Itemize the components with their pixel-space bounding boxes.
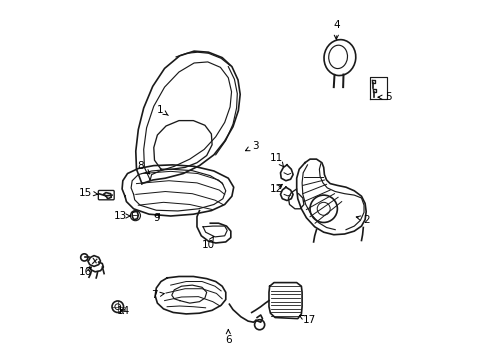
Text: 3: 3 [245, 141, 258, 151]
Text: 14: 14 [117, 306, 130, 316]
Text: 7: 7 [151, 290, 164, 300]
Text: 15: 15 [79, 188, 98, 198]
Text: 1: 1 [156, 105, 168, 116]
Text: 16: 16 [79, 267, 92, 277]
Text: 6: 6 [224, 329, 231, 345]
Text: 9: 9 [153, 213, 159, 223]
Text: 2: 2 [356, 215, 369, 225]
Text: 17: 17 [299, 315, 315, 325]
Text: 13: 13 [113, 211, 130, 221]
Text: 5: 5 [377, 92, 391, 102]
Text: 11: 11 [270, 153, 283, 167]
Text: 8: 8 [137, 161, 149, 174]
Text: 4: 4 [332, 20, 339, 39]
Text: 10: 10 [202, 237, 215, 250]
Text: 12: 12 [270, 184, 283, 194]
